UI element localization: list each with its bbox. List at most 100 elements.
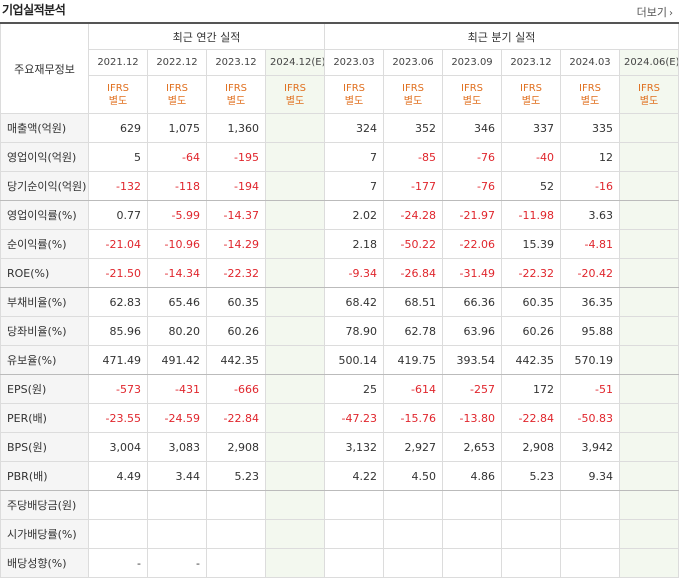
- more-label[interactable]: 더보기: [636, 6, 667, 19]
- metric-value: -4.81: [560, 229, 620, 259]
- metric-value: -50.83: [560, 403, 620, 433]
- metric-value: [265, 200, 325, 230]
- metric-value: -118: [147, 171, 207, 201]
- metric-value: [265, 403, 325, 433]
- ifrs-standard: IFRS: [343, 82, 365, 94]
- period-header: 2023.03: [324, 49, 384, 76]
- metric-value: -47.23: [324, 403, 384, 433]
- ifrs-label: IFRS 별도: [88, 75, 148, 114]
- metric-value: 7: [324, 171, 384, 201]
- metric-value: -614: [383, 374, 443, 404]
- table-row: PBR(배) 4.49 3.44 5.23 4.22 4.50 4.86 5.23 9.34: [0, 461, 679, 491]
- metric-value: -22.32: [501, 258, 561, 288]
- metric-value: [619, 200, 679, 230]
- ifrs-scope: 별도: [344, 95, 364, 107]
- metric-label: BPS(원): [0, 432, 89, 462]
- metric-value: [619, 142, 679, 172]
- metric-value: 68.42: [324, 287, 384, 317]
- metric-value: -431: [147, 374, 207, 404]
- table-row: 배당성향(%) - -: [0, 548, 679, 578]
- metric-label: 순이익률(%): [0, 229, 89, 259]
- ifrs-standard: IFRS: [166, 82, 188, 94]
- ifrs-label: IFRS 별도: [560, 75, 620, 114]
- metric-value: [619, 548, 679, 578]
- metric-value: [265, 519, 325, 549]
- metric-value: [383, 490, 443, 520]
- metric-value: 324: [324, 113, 384, 143]
- ifrs-scope: 별도: [226, 95, 246, 107]
- period-header: 2024.12(E): [265, 49, 325, 76]
- table-row: ROE(%) -21.50 -14.34 -22.32 -9.34 -26.84 -31.4…: [0, 258, 679, 288]
- ifrs-label: IFRS 별도: [265, 75, 325, 114]
- metric-value: 629: [88, 113, 148, 143]
- ifrs-label: IFRS 별도: [501, 75, 561, 114]
- metric-value: -177: [383, 171, 443, 201]
- metric-label: ROE(%): [0, 258, 89, 288]
- metric-value: [324, 548, 384, 578]
- ifrs-label: IFRS 별도: [206, 75, 266, 114]
- metric-value: 2.18: [324, 229, 384, 259]
- metric-value: [265, 229, 325, 259]
- metric-value: [383, 519, 443, 549]
- metric-value: [265, 345, 325, 375]
- metric-value: 5.23: [501, 461, 561, 491]
- metric-value: 3,083: [147, 432, 207, 462]
- metric-label: 매출액(억원): [0, 113, 89, 143]
- metric-value: -14.29: [206, 229, 266, 259]
- metric-value: 25: [324, 374, 384, 404]
- period-header: 2023.06: [383, 49, 443, 76]
- metric-value: 60.26: [501, 316, 561, 346]
- metric-value: [619, 258, 679, 288]
- metric-label: 주당배당금(원): [0, 490, 89, 520]
- ifrs-standard: IFRS: [638, 82, 660, 94]
- metric-value: 62.83: [88, 287, 148, 317]
- metric-value: 491.42: [147, 345, 207, 375]
- metric-value: -666: [206, 374, 266, 404]
- metric-value: 570.19: [560, 345, 620, 375]
- metric-value: 346: [442, 113, 502, 143]
- metric-value: [265, 548, 325, 578]
- metric-value: 65.46: [147, 287, 207, 317]
- metric-value: 15.39: [501, 229, 561, 259]
- metric-value: 80.20: [147, 316, 207, 346]
- metric-value: 36.35: [560, 287, 620, 317]
- ifrs-scope: 별도: [580, 95, 600, 107]
- chevron-right-icon: ›: [669, 8, 673, 19]
- ifrs-standard: IFRS: [520, 82, 542, 94]
- period-row: 2021.12 2022.12 2023.12 2024.12(E) 2023.03 20…: [1, 49, 679, 76]
- metric-value: [88, 519, 148, 549]
- metric-value: [442, 519, 502, 549]
- table-row: BPS(원) 3,004 3,083 2,908 3,132 2,927 2,653 2,90…: [0, 432, 679, 462]
- metric-value: 172: [501, 374, 561, 404]
- metric-value: 3,132: [324, 432, 384, 462]
- ifrs-label: IFRS 별도: [383, 75, 443, 114]
- more-link[interactable]: 더보기 ›: [637, 4, 673, 20]
- metric-value: 337: [501, 113, 561, 143]
- metric-value: [206, 519, 266, 549]
- metric-value: 2,653: [442, 432, 502, 462]
- metric-value: -10.96: [147, 229, 207, 259]
- metric-value: [501, 519, 561, 549]
- metric-value: 60.35: [206, 287, 266, 317]
- ifrs-standard: IFRS: [284, 82, 306, 94]
- metric-value: [619, 461, 679, 491]
- ifrs-row: IFRS 별도 IFRS 별도 IFRS 별도 IFRS 별도 IFRS 별도 IFRS 별도 IFRS…: [1, 75, 679, 114]
- ifrs-label: IFRS 별도: [324, 75, 384, 114]
- metric-value: -31.49: [442, 258, 502, 288]
- period-header: 2024.03: [560, 49, 620, 76]
- metric-value: [324, 490, 384, 520]
- quarter-group-label: 최근 분기 실적: [324, 22, 679, 50]
- metric-value: [265, 461, 325, 491]
- metric-value: 2,927: [383, 432, 443, 462]
- ifrs-scope: 별도: [462, 95, 482, 107]
- metric-value: 60.26: [206, 316, 266, 346]
- metric-value: -76: [442, 142, 502, 172]
- metric-value: 4.86: [442, 461, 502, 491]
- ifrs-standard: IFRS: [461, 82, 483, 94]
- ifrs-scope: 별도: [285, 95, 305, 107]
- metric-value: [206, 490, 266, 520]
- metric-value: -21.50: [88, 258, 148, 288]
- metric-value: -132: [88, 171, 148, 201]
- metric-label: 영업이익(억원): [0, 142, 89, 172]
- metric-value: 5.23: [206, 461, 266, 491]
